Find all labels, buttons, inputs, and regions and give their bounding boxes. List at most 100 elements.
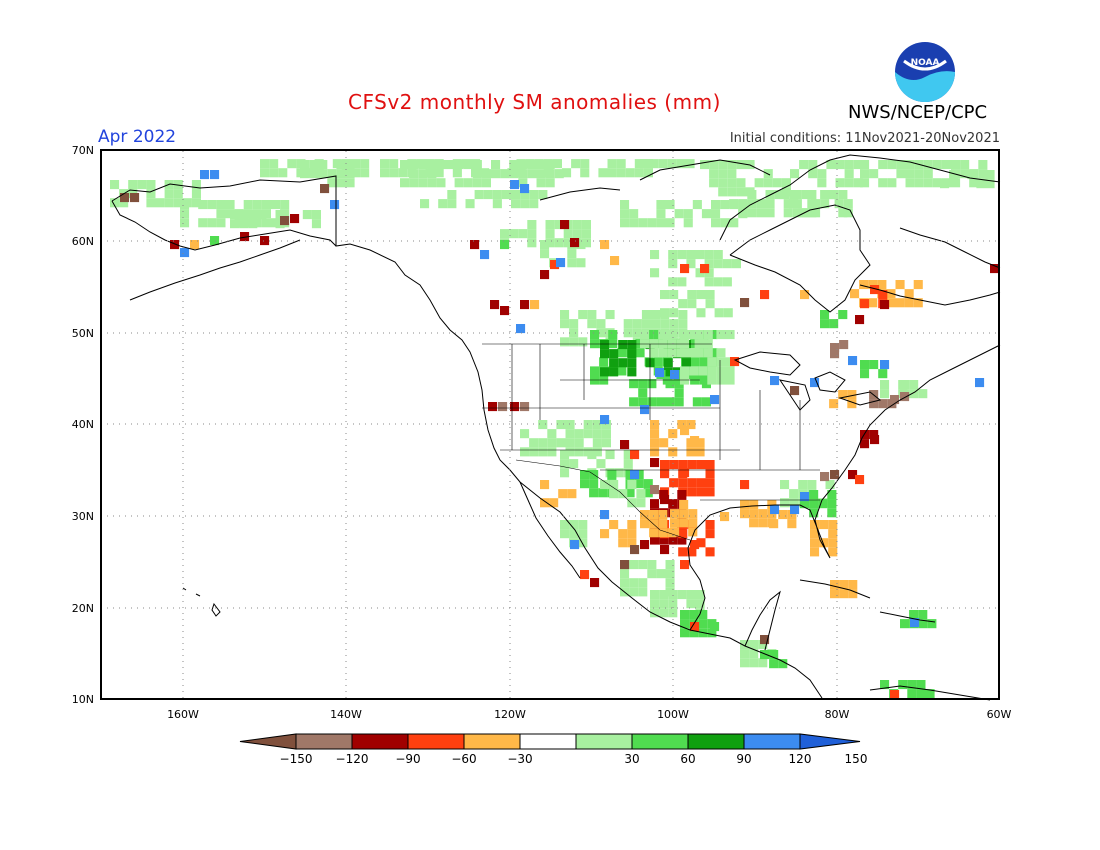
anomaly-cell: [650, 458, 660, 468]
anomaly-cell: [738, 208, 748, 218]
anomaly-cell: [501, 190, 511, 200]
anomaly-cell: [600, 240, 610, 250]
anomaly-cell: [687, 460, 697, 470]
anomaly-cell: [695, 447, 705, 457]
anomaly-cell: [608, 339, 618, 349]
anomaly-cell: [705, 487, 715, 497]
anomaly-cell: [620, 209, 630, 219]
anomaly-cell: [536, 178, 546, 188]
anomaly-cell: [527, 169, 537, 179]
anomaly-cell: [656, 209, 666, 219]
anomaly-cell: [560, 319, 570, 329]
anomaly-cell: [609, 358, 619, 368]
anomaly-cell: [465, 199, 475, 209]
anomaly-cell: [665, 578, 675, 588]
anomaly-cell: [491, 160, 501, 170]
anomaly-cell: [680, 330, 690, 340]
anomaly-cell: [868, 298, 878, 308]
anomaly-cell: [318, 169, 328, 179]
anomaly-cell: [510, 180, 520, 190]
anomaly-cell: [792, 208, 802, 218]
anomaly-cell: [667, 348, 677, 358]
anomaly-cell: [463, 178, 473, 188]
lon-label: 80W: [825, 708, 850, 721]
anomaly-cell: [260, 159, 270, 169]
anomaly-cell: [680, 264, 690, 274]
anomaly-cell: [578, 520, 588, 530]
anomaly-cell: [727, 169, 737, 179]
anomaly-cell: [198, 218, 208, 228]
anomaly-cell: [830, 589, 840, 599]
anomaly-cell: [678, 460, 688, 470]
anomaly-cell: [659, 608, 669, 618]
anomaly-cell: [336, 169, 346, 179]
anomaly-cell: [632, 328, 642, 338]
anomaly-cell: [638, 218, 648, 228]
anomaly-cell: [409, 160, 419, 170]
anomaly-cell: [704, 277, 714, 287]
anomaly-cell: [345, 160, 355, 170]
anomaly-cell: [834, 199, 844, 209]
anomaly-cell: [600, 510, 610, 520]
anomaly-cell: [565, 420, 575, 430]
anomaly-cell: [659, 590, 669, 600]
map-frame: [100, 149, 1000, 700]
anomaly-cell: [600, 529, 610, 539]
anomaly-cell: [827, 508, 837, 518]
anomaly-cell: [605, 310, 615, 320]
anomaly-cell: [540, 249, 550, 259]
anomaly-cell: [520, 184, 530, 194]
anomaly-cell: [180, 248, 190, 258]
anomaly-cell: [660, 495, 670, 505]
anomaly-cell: [269, 159, 279, 169]
anomaly-cell: [627, 498, 637, 508]
anomaly-cell: [756, 199, 766, 209]
anomaly-cell: [527, 160, 537, 170]
anomaly-cell: [418, 160, 428, 170]
colorbar-label: −90: [395, 752, 420, 766]
anomaly-cell: [520, 402, 530, 412]
anomaly-cell: [887, 178, 897, 188]
anomaly-cell: [571, 159, 581, 169]
anomaly-cell: [667, 339, 677, 349]
anomaly-cell: [696, 538, 706, 548]
gridlines: [101, 151, 999, 699]
anomaly-cell: [436, 178, 446, 188]
anomaly-cell: [509, 169, 519, 179]
anomaly-cell: [674, 388, 684, 398]
colorbar-label: 30: [624, 752, 639, 766]
anomaly-cell: [820, 310, 830, 320]
anomaly-cell: [607, 159, 617, 169]
anomaly-cell: [516, 324, 526, 334]
anomaly-cell: [658, 330, 668, 340]
anomaly-cell: [558, 489, 568, 499]
noaa-logo: NOAA: [895, 42, 955, 102]
anomaly-cell: [632, 319, 642, 329]
anomaly-cell: [629, 209, 639, 219]
anomaly-cell: [727, 178, 737, 188]
anomaly-cell: [940, 179, 950, 189]
latitude-labels: 70N 60N 50N 40N 30N 20N 10N: [72, 144, 94, 706]
anomaly-cell: [656, 218, 666, 228]
anomaly-cell: [538, 438, 548, 448]
colorbar-label: −150: [280, 752, 313, 766]
anomaly-cell: [681, 358, 691, 368]
anomaly-cell: [656, 569, 666, 579]
anomaly-cell: [909, 380, 919, 390]
anomaly-cell: [827, 499, 837, 509]
anomaly-cell: [260, 168, 270, 178]
anomaly-cell: [518, 160, 528, 170]
anomaly-cell: [725, 375, 735, 385]
anomaly-cell: [658, 339, 668, 349]
anomaly-cell: [635, 348, 645, 358]
anomaly-cell: [835, 178, 845, 188]
anomaly-cell: [789, 498, 799, 508]
anomaly-cell: [896, 169, 906, 179]
agency-label: NWS/NCEP/CPC: [848, 102, 988, 123]
anomaly-cell: [660, 308, 670, 318]
anomaly-cell: [420, 199, 430, 209]
anomaly-cell: [760, 290, 770, 300]
anomaly-cell: [583, 420, 593, 430]
anomaly-cell: [452, 168, 462, 178]
anomaly-cell: [190, 240, 200, 250]
